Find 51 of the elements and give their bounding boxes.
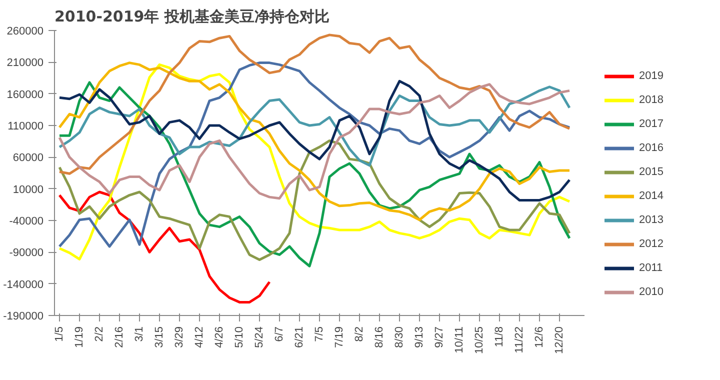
line-series: [58, 34, 571, 175]
y-tick-label: 260000: [6, 26, 44, 38]
y-tick-label: 60000: [12, 152, 44, 164]
x-tick-label: 8/2: [354, 326, 366, 342]
y-tick-label: 110000: [8, 120, 44, 132]
x-tick-label: 2/16: [114, 326, 126, 348]
x-tick-label: 3/29: [174, 326, 186, 348]
x-tick-label: 8/16: [374, 326, 386, 348]
x-tick-label: 9/13: [414, 326, 426, 348]
x-tick-label: 9/27: [434, 326, 446, 348]
legend-label: 2018: [639, 94, 664, 106]
x-tick-label: 3/1: [134, 326, 146, 342]
legend-label: 2012: [639, 238, 664, 250]
legend-label: 2019: [639, 70, 664, 82]
x-tick-label: 11/22: [514, 326, 526, 354]
x-tick-label: 2/2: [94, 326, 106, 342]
x-tick-label: 6/21: [294, 326, 306, 348]
line-series: [58, 190, 271, 304]
x-tick-label: 8/30: [394, 326, 406, 348]
legend-label: 2010: [639, 286, 664, 298]
legend-label: 2013: [639, 214, 664, 226]
y-tick-label: 10000: [12, 184, 44, 196]
x-tick-label: 12/20: [554, 326, 566, 354]
y-tick-label: 160000: [6, 88, 44, 101]
y-tick-label: -40000: [9, 216, 44, 228]
y-tick-label: -90000: [9, 247, 44, 260]
legend-label: 2016: [639, 142, 664, 154]
x-tick-label: 7/5: [314, 326, 326, 342]
legend-label: 2014: [639, 190, 664, 202]
legend-label: 2011: [639, 262, 663, 274]
legend-label: 2017: [639, 118, 664, 130]
line-series: [58, 139, 571, 262]
x-tick-label: 1/5: [54, 326, 66, 342]
x-tick-label: 5/24: [254, 326, 266, 348]
y-tick-label: -190000: [3, 310, 44, 322]
x-tick-label: 7/19: [334, 326, 346, 348]
line-series: [58, 86, 571, 167]
x-tick-label: 1/19: [74, 326, 86, 348]
chart-title: 2010-2019年 投机基金美豆净持仓对比: [54, 8, 330, 26]
y-tick-label: -140000: [3, 278, 44, 291]
x-tick-label: 10/11: [454, 326, 466, 354]
x-tick-label: 4/12: [194, 326, 206, 348]
x-tick-label: 12/6: [534, 326, 546, 348]
x-tick-label: 6/7: [274, 326, 286, 342]
x-tick-label: 5/10: [234, 326, 246, 348]
x-tick-label: 3/15: [154, 326, 166, 348]
legend-label: 2015: [639, 166, 664, 178]
x-tick-label: 4/26: [214, 326, 226, 348]
x-tick-label: 11/8: [494, 326, 506, 348]
y-tick-label: 210000: [6, 57, 44, 70]
x-tick-label: 10/25: [474, 326, 486, 354]
